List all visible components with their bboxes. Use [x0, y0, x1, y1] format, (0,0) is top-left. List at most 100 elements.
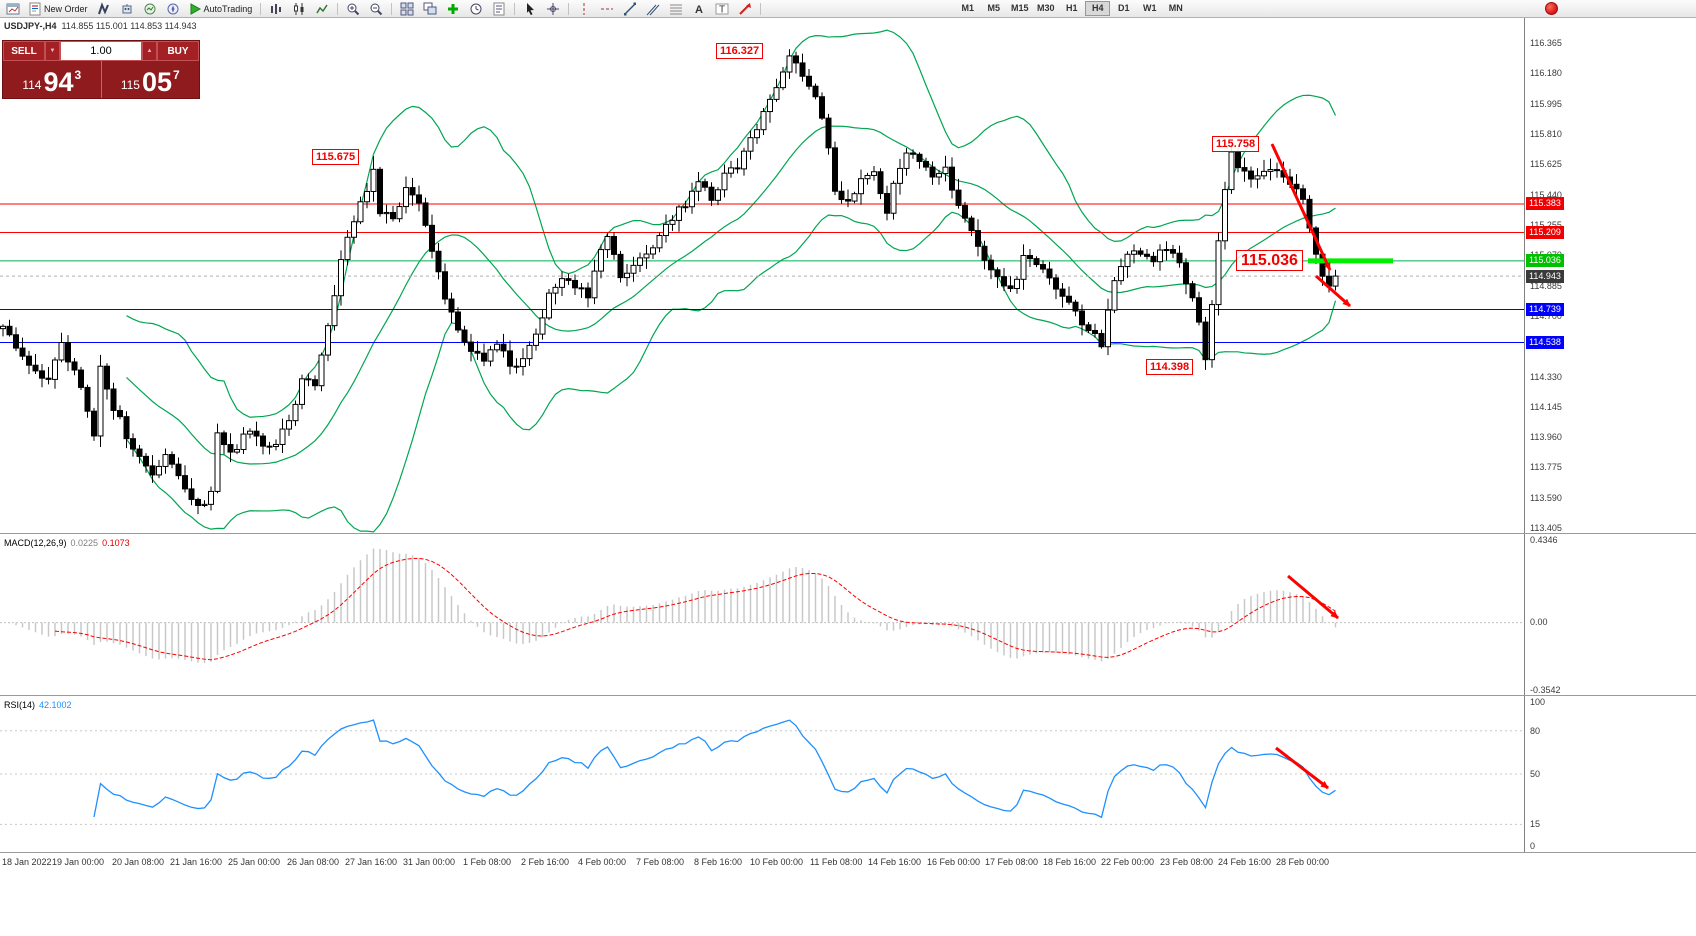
volume-increase-button[interactable]: ▲	[142, 41, 157, 61]
autotrading-button[interactable]: AutoTrading	[185, 1, 257, 17]
toolbar-separator	[760, 2, 762, 15]
bid-big-digits: 94	[43, 67, 74, 97]
price-tick: 115.440	[1530, 189, 1562, 200]
new-order-label: New Order	[44, 3, 88, 14]
text-icon[interactable]: A	[688, 1, 710, 17]
svg-text:T: T	[719, 4, 725, 15]
timeframe-button-m30[interactable]: M30	[1033, 1, 1058, 16]
bollinger-middle-band[interactable]	[126, 125, 1336, 465]
channel-icon[interactable]	[642, 1, 664, 17]
macd-axis-label: 0.00	[1530, 617, 1548, 627]
templates-icon[interactable]	[488, 1, 510, 17]
timeframe-button-d1[interactable]: D1	[1111, 1, 1136, 16]
navigator-icon[interactable]	[162, 1, 184, 17]
price-tick: 116.365	[1530, 38, 1562, 49]
time-axis[interactable]: 18 Jan 2022 19 Jan 00:00 20 Jan 08:00 21 Ja…	[0, 853, 1696, 875]
bar-chart-icon[interactable]	[265, 1, 287, 17]
community-icon[interactable]	[1545, 2, 1558, 15]
metaeditor-icon[interactable]	[93, 1, 115, 17]
toolbar: New Order AutoTrading A T	[0, 0, 1696, 18]
ask-prefix: 115	[120, 78, 140, 92]
trend-arrow[interactable]	[1287, 574, 1339, 620]
tile-windows-icon[interactable]	[396, 1, 418, 17]
toolbar-separator	[391, 2, 393, 15]
chart-canvas[interactable]	[0, 18, 1696, 534]
time-label: 7 Feb 08:00	[636, 857, 685, 867]
time-label: 26 Jan 08:00	[287, 857, 340, 867]
time-label: 14 Feb 16:00	[868, 857, 922, 867]
label-icon[interactable]: T	[711, 1, 733, 17]
crosshair-icon[interactable]	[542, 1, 564, 17]
zoom-in-icon[interactable]	[342, 1, 364, 17]
buy-button[interactable]: BUY	[157, 41, 199, 61]
candles-group	[0, 49, 1339, 515]
ask-price[interactable]: 115 05 7	[102, 61, 200, 98]
time-label: 27 Jan 16:00	[345, 857, 398, 867]
vertical-line-icon[interactable]	[573, 1, 595, 17]
toolbar-separator	[568, 2, 570, 15]
volume-decrease-button[interactable]: ▼	[45, 41, 60, 61]
timeframe-button-w1[interactable]: W1	[1137, 1, 1162, 16]
time-label: 20 Jan 08:00	[112, 857, 165, 867]
trend-arrow[interactable]	[1275, 746, 1329, 790]
time-label: 18 Feb 16:00	[1043, 857, 1097, 867]
timeframe-button-h4[interactable]: H4	[1085, 1, 1111, 16]
expert-advisors-icon[interactable]	[116, 1, 138, 17]
symbol-name: USDJPY-,H4	[4, 21, 57, 31]
trendline-icon[interactable]	[619, 1, 641, 17]
macd-axis-label: -0.3542	[1530, 685, 1561, 695]
timeframe-button-m15[interactable]: M15	[1007, 1, 1032, 16]
rsi-value: 42.1002	[39, 700, 72, 710]
periods-icon[interactable]	[465, 1, 487, 17]
time-label: 21 Jan 16:00	[170, 857, 223, 867]
volume-input[interactable]	[60, 41, 142, 61]
timeframe-button-h1[interactable]: H1	[1059, 1, 1084, 16]
macd-signal-line	[54, 557, 1336, 661]
price-tick: 113.775	[1530, 462, 1562, 473]
rsi-subwindow: RSI(14) 42.1002 100 80 50 15 0	[0, 696, 1696, 853]
zoom-out-icon[interactable]	[365, 1, 387, 17]
cursor-icon[interactable]	[519, 1, 541, 17]
price-badge: 114.739	[1526, 303, 1564, 316]
timeframe-toolbar: M1 M5 M15 M30 H1 H4 D1 W1 MN	[955, 1, 1188, 16]
price-badge: 115.209	[1526, 225, 1564, 239]
new-order-button[interactable]: New Order	[25, 1, 92, 17]
fibonacci-icon[interactable]	[665, 1, 687, 17]
rsi-axis: 100 80 50 15 0	[1524, 696, 1696, 852]
market-watch-icon[interactable]	[139, 1, 161, 17]
price-tick: 116.180	[1530, 68, 1562, 79]
timeframe-button-mn[interactable]: MN	[1163, 1, 1188, 16]
macd-canvas[interactable]	[0, 534, 1696, 696]
shapes-icon[interactable]	[734, 1, 756, 17]
time-label: 17 Feb 08:00	[985, 857, 1039, 867]
time-label: 28 Feb 00:00	[1276, 857, 1330, 867]
ask-big-digits: 05	[141, 67, 172, 97]
toolbar-separator	[337, 2, 339, 15]
price-axis[interactable]: 116.365 116.180 115.995 115.810 115.625 115.4…	[1524, 18, 1696, 533]
price-tick: 113.960	[1530, 432, 1562, 443]
macd-label: MACD(12,26,9) 0.0225 0.1073	[4, 538, 130, 548]
horizontal-line-icon[interactable]	[596, 1, 618, 17]
macd-main-value: 0.0225	[70, 538, 99, 548]
rsi-line	[93, 719, 1336, 819]
indicators-icon[interactable]	[442, 1, 464, 17]
bid-price[interactable]: 114 94 3	[3, 61, 101, 98]
cascade-windows-icon[interactable]	[419, 1, 441, 17]
price-tick: 115.255	[1530, 219, 1562, 230]
bollinger-upper-band[interactable]	[126, 29, 1337, 418]
line-chart-icon[interactable]	[311, 1, 333, 17]
ask-pipette: 7	[173, 68, 180, 82]
timeframe-button-m1[interactable]: M1	[955, 1, 980, 16]
trend-arrow[interactable]	[1315, 274, 1351, 308]
bollinger-lower-band[interactable]	[126, 211, 1337, 533]
macd-histogram	[8, 548, 1337, 664]
macd-signal-value: 0.1073	[102, 538, 130, 548]
timeframe-button-m5[interactable]: M5	[981, 1, 1006, 16]
rsi-canvas[interactable]	[0, 696, 1696, 853]
price-tick: 113.590	[1530, 492, 1562, 503]
candlestick-chart-icon[interactable]	[288, 1, 310, 17]
sell-button[interactable]: SELL	[3, 41, 45, 61]
trend-arrow[interactable]	[1270, 143, 1332, 271]
chart-window-icon[interactable]	[2, 1, 24, 17]
